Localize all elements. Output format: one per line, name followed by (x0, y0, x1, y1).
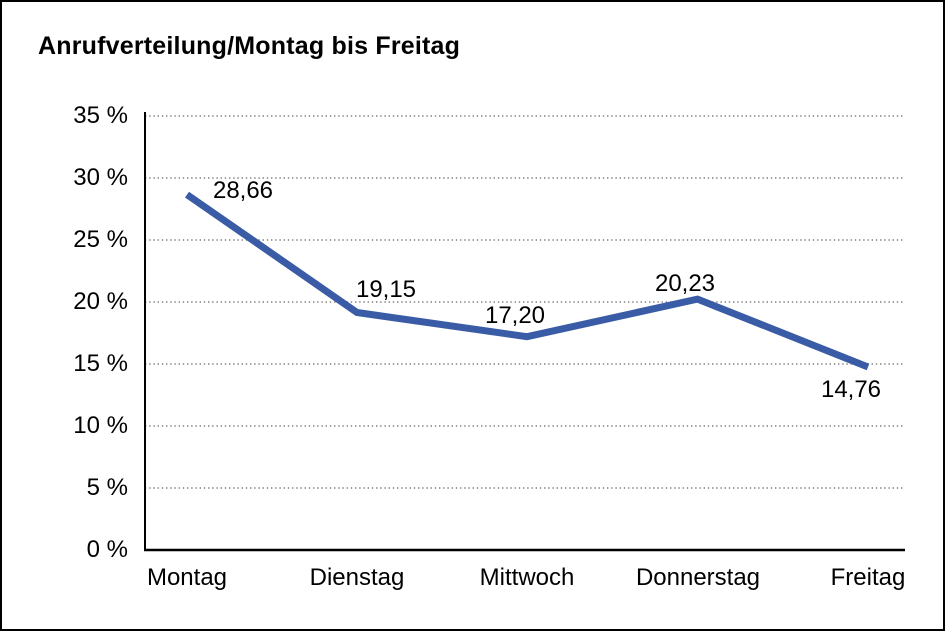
x-category-label: Mittwoch (479, 564, 575, 591)
x-category-label: Donnerstag (635, 564, 761, 591)
data-point-label: 17,20 (484, 302, 546, 329)
y-tick-label: 35 % (73, 102, 128, 129)
y-tick-label: 30 % (73, 164, 128, 191)
data-point-label: 14,76 (820, 376, 882, 403)
y-tick-label: 20 % (73, 288, 128, 315)
x-category-label: Freitag (830, 564, 906, 591)
y-tick-label: 25 % (73, 226, 128, 253)
x-category-label: Dienstag (309, 564, 405, 591)
x-category-label: Montag (146, 564, 228, 591)
data-point-label: 28,66 (212, 177, 274, 204)
y-tick-label: 10 % (73, 412, 128, 439)
chart-title: Anrufverteilung/Montag bis Freitag (38, 32, 461, 60)
y-tick-label: 15 % (73, 350, 128, 377)
series-line (185, 191, 870, 371)
y-tick-label: 5 % (86, 474, 128, 501)
data-point-label: 19,15 (355, 276, 417, 303)
data-point-label: 20,23 (654, 270, 716, 297)
y-tick-label: 0 % (86, 536, 128, 563)
